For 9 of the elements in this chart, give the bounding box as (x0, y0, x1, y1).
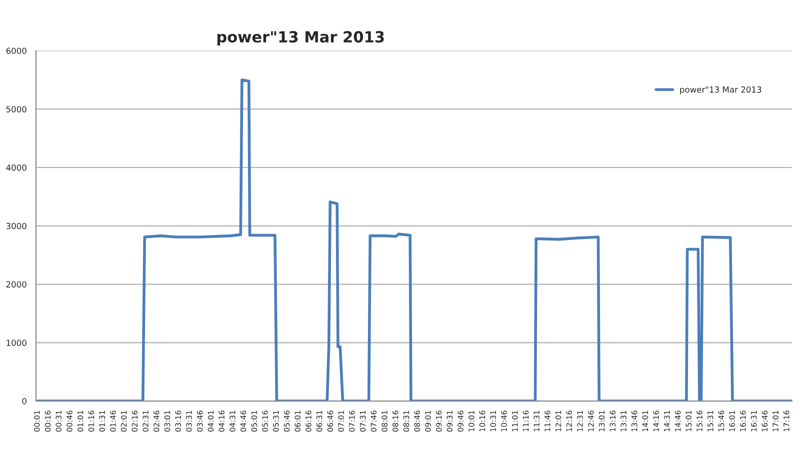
y-tick-label: 0 (22, 398, 26, 404)
y-tick-label: 6000 (6, 48, 26, 54)
legend-label: power"13 Mar 2013 (680, 86, 762, 94)
y-tick-label: 5000 (6, 106, 26, 112)
y-tick-label: 1000 (6, 340, 26, 346)
y-tick-label: 4000 (6, 164, 26, 171)
y-tick-label: 2000 (6, 281, 26, 288)
chart-title: power"13 Mar 2013 (217, 31, 384, 46)
y-tick-label: 3000 (6, 222, 26, 230)
